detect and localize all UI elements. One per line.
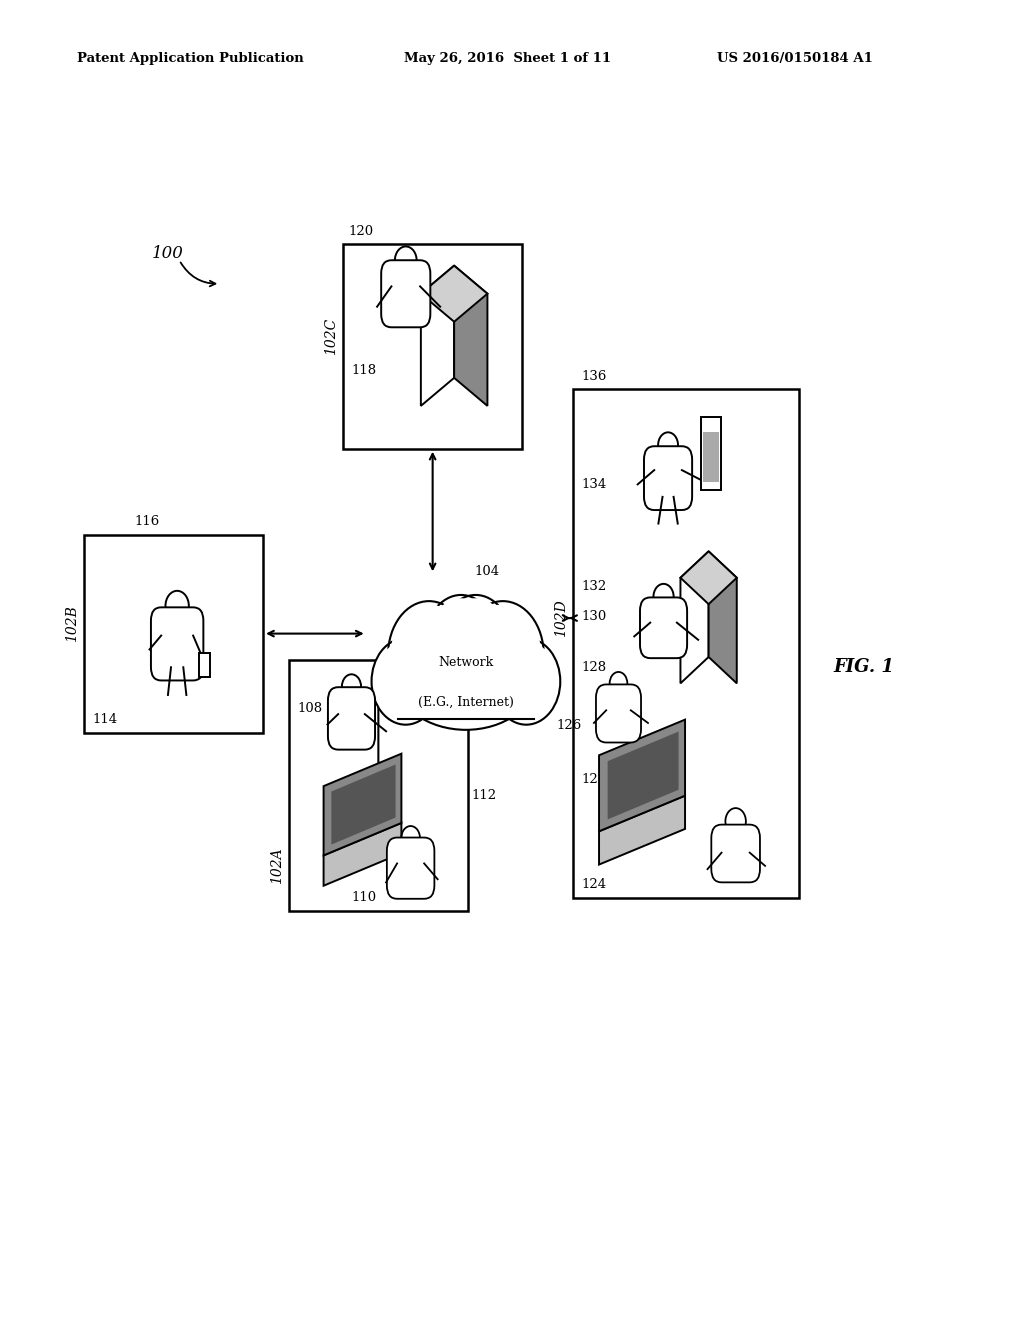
Text: Patent Application Publication: Patent Application Publication xyxy=(77,51,303,65)
Text: FIG. 1: FIG. 1 xyxy=(834,657,894,676)
Bar xyxy=(573,389,799,898)
Text: (E.G., Internet): (E.G., Internet) xyxy=(418,696,514,709)
Polygon shape xyxy=(324,822,401,886)
Ellipse shape xyxy=(391,605,467,705)
Text: 100: 100 xyxy=(152,246,183,261)
Text: May 26, 2016  Sheet 1 of 11: May 26, 2016 Sheet 1 of 11 xyxy=(404,51,611,65)
Polygon shape xyxy=(681,552,737,605)
Bar xyxy=(703,432,719,483)
Ellipse shape xyxy=(398,630,534,726)
Ellipse shape xyxy=(493,638,560,725)
Text: 112: 112 xyxy=(388,634,414,647)
Bar xyxy=(289,660,468,911)
Text: 122: 122 xyxy=(582,772,607,785)
Text: 130: 130 xyxy=(582,610,607,623)
Ellipse shape xyxy=(388,601,470,709)
Text: 132: 132 xyxy=(582,579,607,593)
Text: 108: 108 xyxy=(297,702,323,715)
Text: 104: 104 xyxy=(474,565,500,578)
FancyBboxPatch shape xyxy=(712,825,760,882)
Ellipse shape xyxy=(424,595,498,694)
Text: 102B: 102B xyxy=(65,606,79,642)
Polygon shape xyxy=(599,796,685,865)
Polygon shape xyxy=(332,764,395,845)
Text: 128: 128 xyxy=(582,661,607,675)
Text: Network: Network xyxy=(438,656,494,669)
Ellipse shape xyxy=(438,595,513,694)
Text: 110: 110 xyxy=(351,891,377,904)
Bar xyxy=(397,673,535,718)
Polygon shape xyxy=(599,719,685,832)
Bar xyxy=(84,535,263,733)
Text: 102A: 102A xyxy=(269,847,284,884)
Ellipse shape xyxy=(465,605,542,705)
Ellipse shape xyxy=(495,642,558,722)
Text: 112: 112 xyxy=(471,789,497,803)
Text: US 2016/0150184 A1: US 2016/0150184 A1 xyxy=(717,51,872,65)
Ellipse shape xyxy=(374,642,437,722)
Text: 136: 136 xyxy=(582,370,607,383)
Polygon shape xyxy=(607,731,679,820)
Text: 102D: 102D xyxy=(554,599,568,638)
Text: 118: 118 xyxy=(351,364,377,378)
Bar xyxy=(700,417,721,490)
FancyBboxPatch shape xyxy=(328,688,375,750)
FancyBboxPatch shape xyxy=(381,260,430,327)
Ellipse shape xyxy=(462,601,544,709)
Polygon shape xyxy=(324,754,401,855)
Text: 116: 116 xyxy=(134,515,160,528)
Ellipse shape xyxy=(441,598,510,690)
Text: 126: 126 xyxy=(556,719,582,733)
Polygon shape xyxy=(455,265,487,407)
Text: 102C: 102C xyxy=(324,318,338,355)
Bar xyxy=(343,244,522,449)
Ellipse shape xyxy=(372,638,439,725)
FancyBboxPatch shape xyxy=(387,838,434,899)
Polygon shape xyxy=(421,265,455,407)
Bar xyxy=(199,652,210,677)
Text: 120: 120 xyxy=(348,224,374,238)
Text: 134: 134 xyxy=(582,478,607,491)
FancyBboxPatch shape xyxy=(644,446,692,510)
Polygon shape xyxy=(681,552,709,684)
FancyBboxPatch shape xyxy=(596,685,641,742)
FancyBboxPatch shape xyxy=(151,607,204,681)
Ellipse shape xyxy=(427,598,496,690)
Text: 114: 114 xyxy=(92,713,118,726)
Polygon shape xyxy=(709,552,737,684)
Ellipse shape xyxy=(396,627,536,730)
Text: 124: 124 xyxy=(582,878,607,891)
FancyBboxPatch shape xyxy=(640,598,687,659)
Polygon shape xyxy=(421,265,487,322)
